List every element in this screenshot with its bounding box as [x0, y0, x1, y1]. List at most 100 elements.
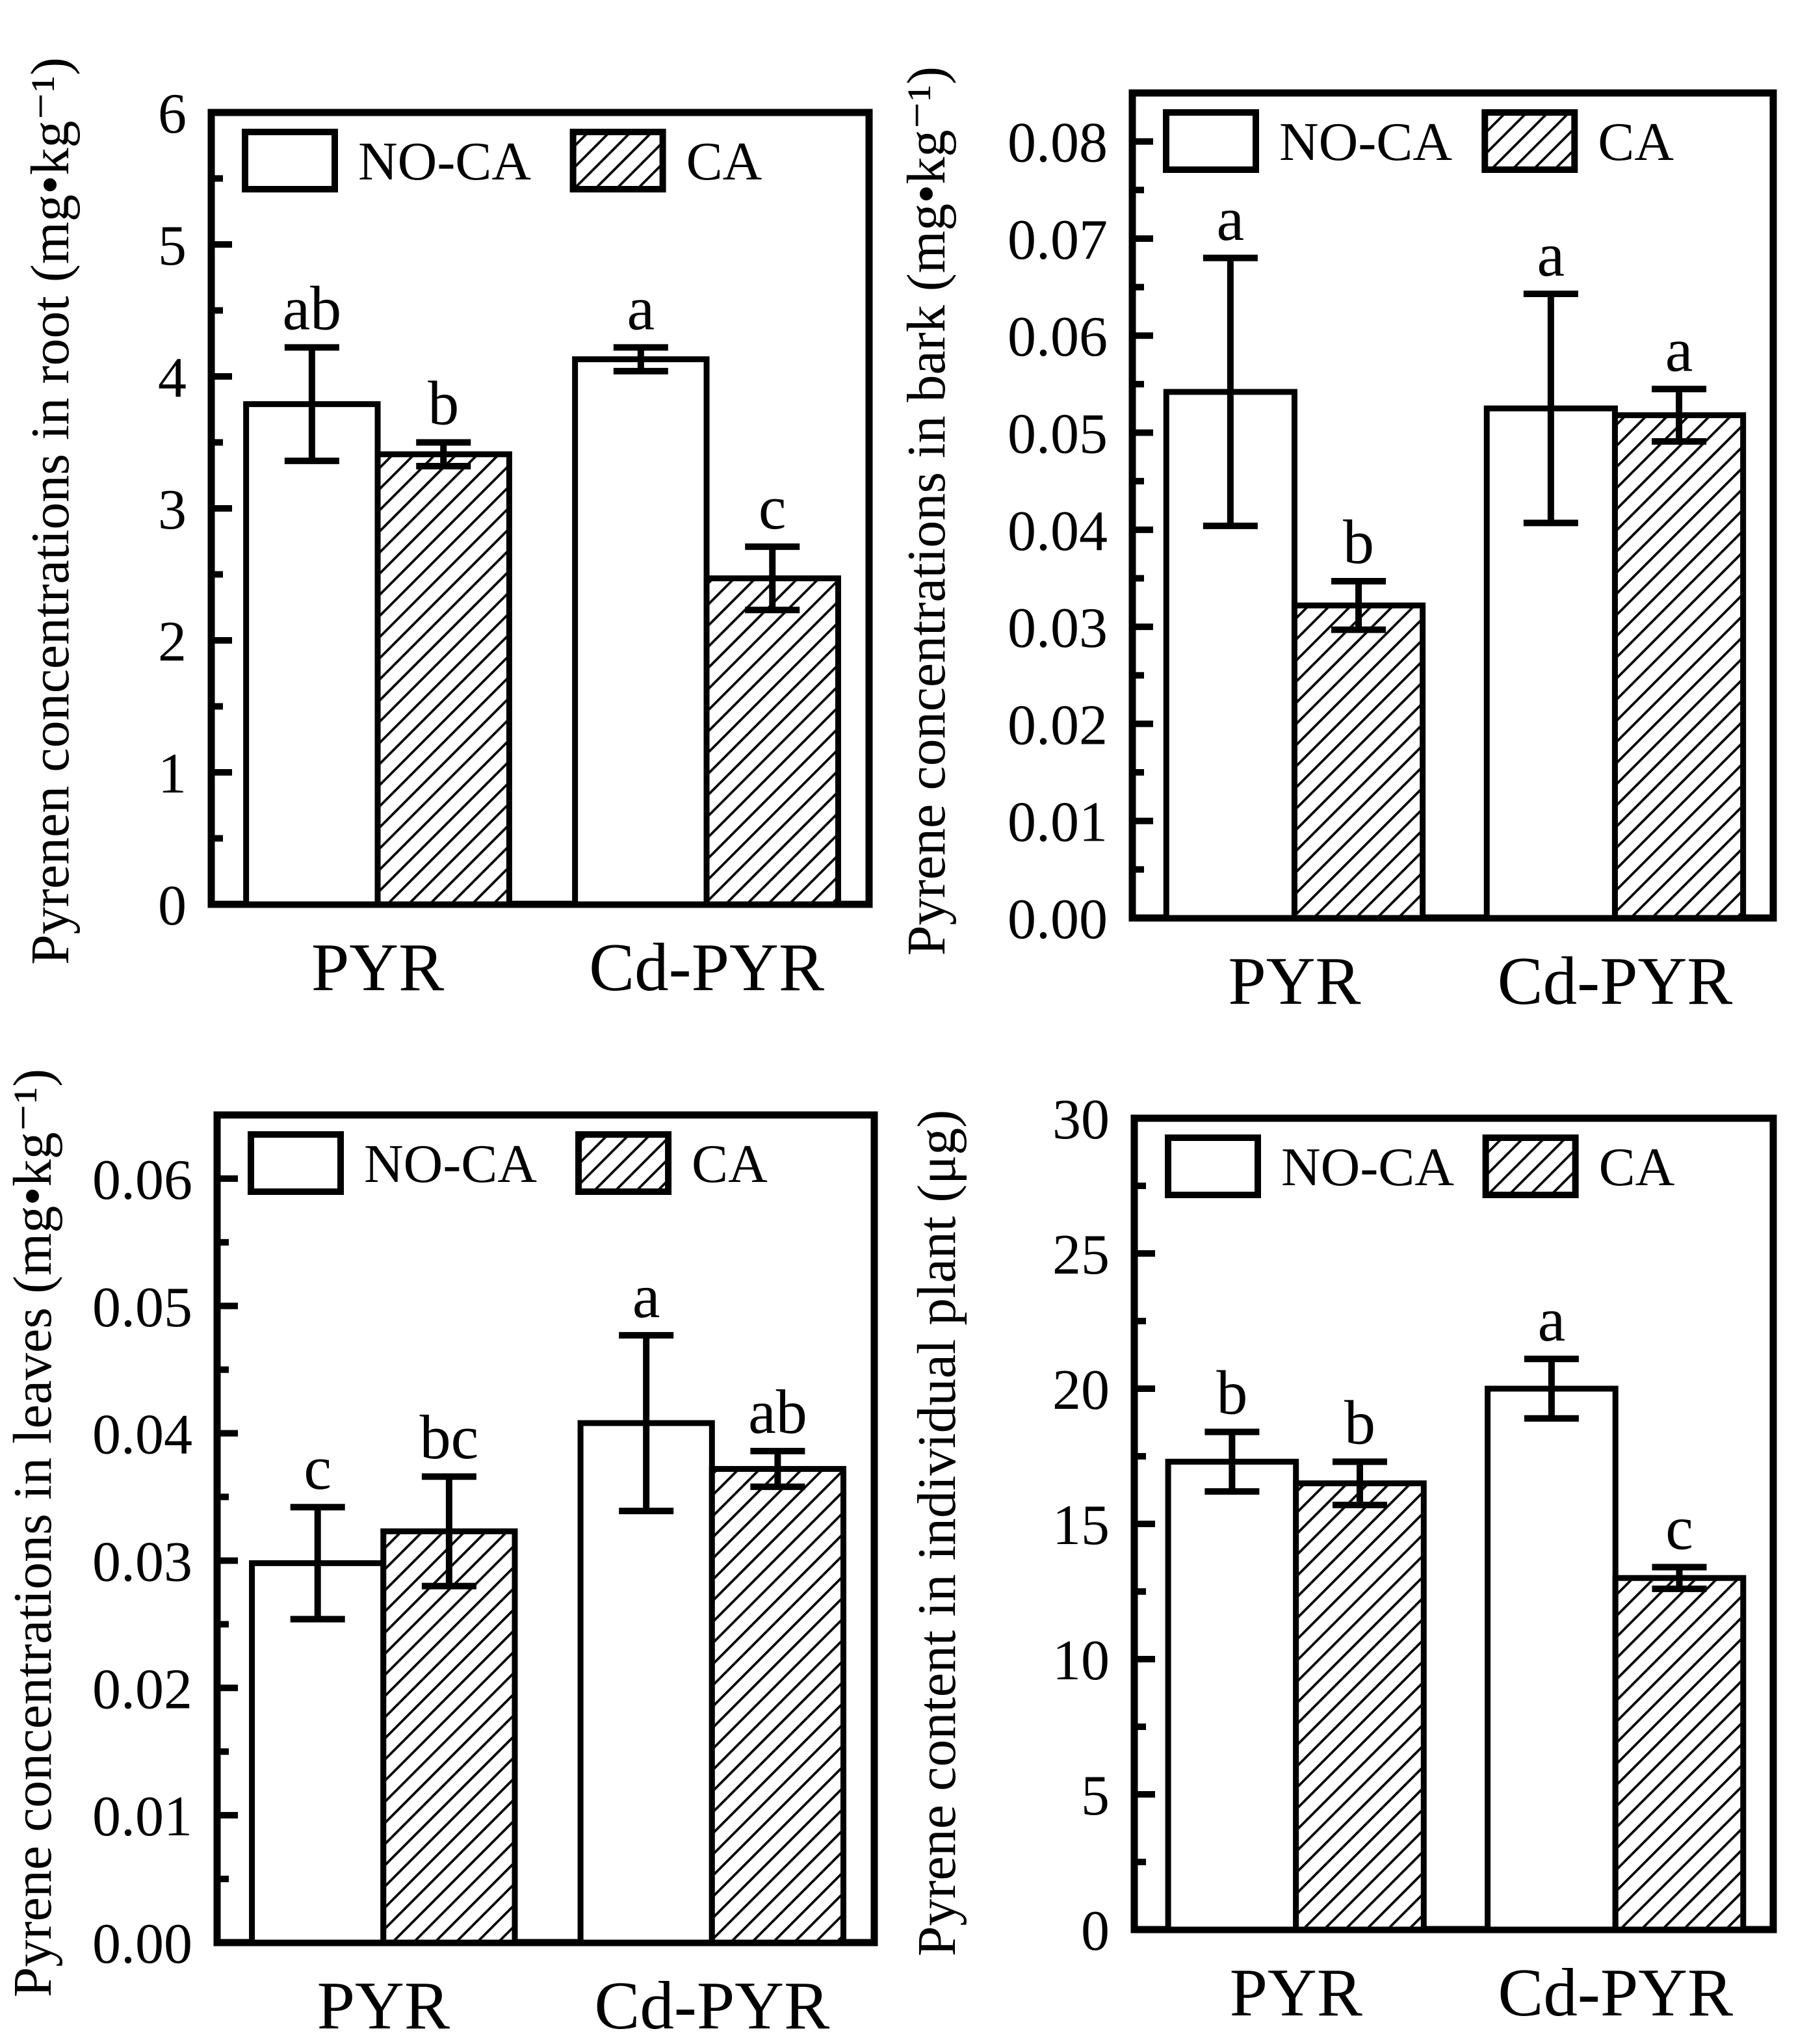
sig-letter-no-ca-cd-pyr: a — [1538, 1285, 1566, 1354]
y-tick-label: 4 — [158, 347, 187, 410]
chart-pyrene-leaves: 0.00 0.01 0.02 0.03 0.04 0.05 0.06 c bc PYR a ab Cd-… — [3, 1069, 878, 2043]
sig-letter-no-ca-pyr: c — [304, 1433, 332, 1502]
y-tick-label: 30 — [1052, 1088, 1110, 1151]
sig-letter-no-ca-cd-pyr: a — [1537, 220, 1565, 289]
x-category-label: PYR — [311, 929, 444, 1005]
x-category-label: PYR — [1230, 1954, 1362, 2030]
sig-letter-ca-pyr: b — [428, 369, 459, 438]
y-axis-title: Pyrene content in individual plant (μg) — [907, 1110, 967, 1956]
legend-swatch-no-ca — [242, 129, 338, 192]
sig-letter-ca-cd-pyr: c — [1665, 1493, 1693, 1563]
panel-pyrene-leaves: 0.00 0.01 0.02 0.03 0.04 0.05 0.06 c bc PYR a ab Cd-… — [0, 1022, 898, 2044]
y-tick-label: 0.00 — [1008, 888, 1108, 951]
bar-ca-pyr — [380, 1528, 518, 1946]
bar-ca-cd-pyr — [709, 1465, 846, 1946]
y-tick-label: 0 — [1081, 1900, 1110, 1963]
bar-ca-cd-pyr — [703, 575, 841, 908]
panel-pyrene-bark: 0.00 0.01 0.02 0.03 0.04 0.05 0.06 0.07 0.08 a b PY… — [898, 0, 1795, 1022]
legend-swatch-no-ca — [1165, 1134, 1261, 1198]
panel-pyrene-root: 0 1 2 3 4 5 6 ab b PYR a c Cd-PYR Pyrenen concentrati… — [0, 0, 898, 1022]
legend-swatch-ca — [575, 1131, 672, 1195]
y-tick-label: 0.05 — [1008, 403, 1108, 466]
legend-swatch-ca — [1482, 1134, 1579, 1198]
y-tick-label: 0.07 — [1008, 209, 1108, 272]
y-tick-label: 6 — [158, 83, 187, 146]
bar-ca-cd-pyr — [1611, 412, 1747, 921]
y-axis-title: Pyrene concentrations in leaves (mg•kg⁻¹… — [3, 1069, 63, 1998]
chart-pyrene-individual-plant: 0 5 10 15 20 25 30 b b PYR a c Cd-PYR Pyrene content … — [907, 1088, 1777, 2030]
sig-letter-no-ca-pyr: b — [1216, 1358, 1247, 1428]
y-tick-label: 0.04 — [1008, 500, 1108, 563]
panel-pyrene-individual-plant: 0 5 10 15 20 25 30 b b PYR a c Cd-PYR Pyrene content … — [898, 1022, 1795, 2044]
y-tick-label: 20 — [1052, 1359, 1110, 1422]
x-category-label: Cd-PYR — [594, 1967, 829, 2043]
bar-no-ca-cd-pyr — [572, 356, 710, 908]
x-category-label: PYR — [317, 1967, 450, 2043]
sig-letter-no-ca-cd-pyr: a — [627, 273, 655, 343]
legend-label-ca: CA — [686, 131, 762, 192]
y-axis-title: Pyrene concentrations in bark (mg•kg⁻¹) — [898, 66, 957, 956]
bar-ca-pyr — [1293, 1480, 1427, 1933]
bar-no-ca-pyr — [243, 401, 381, 908]
legend-swatch-no-ca — [1163, 109, 1259, 173]
legend-label-no-ca: NO-CA — [364, 1134, 537, 1194]
chart-pyrene-root: 0 1 2 3 4 5 6 ab b PYR a c Cd-PYR Pyrenen concentrati… — [20, 57, 873, 1005]
sig-letter-no-ca-pyr: a — [1217, 184, 1245, 254]
y-axis-title: Pyrenen concentrations in root (mg•kg⁻¹) — [20, 57, 81, 965]
y-tick-label: 15 — [1052, 1494, 1110, 1557]
y-tick-label: 0.02 — [92, 1658, 192, 1721]
y-tick-label: 2 — [158, 610, 187, 674]
sig-letter-ca-cd-pyr: ab — [748, 1377, 807, 1447]
sig-letter-ca-pyr: bc — [420, 1402, 479, 1472]
y-tick-label: 1 — [158, 742, 187, 806]
legend-label-ca: CA — [1599, 1137, 1675, 1198]
sig-letter-ca-pyr: b — [1344, 1387, 1375, 1457]
plot-frame — [207, 109, 873, 908]
y-tick-label: 3 — [158, 478, 187, 542]
x-category-label: PYR — [1228, 943, 1360, 1019]
y-tick-label: 0.00 — [92, 1913, 192, 1976]
y-tick-label: 0.05 — [92, 1276, 192, 1339]
sig-letter-ca-cd-pyr: c — [759, 473, 787, 542]
plot-frame — [213, 1111, 878, 1946]
legend-label-no-ca: NO-CA — [1281, 1137, 1454, 1198]
y-tick-label: 0.04 — [92, 1404, 192, 1467]
y-tick-label: 0.01 — [92, 1785, 192, 1848]
bar-no-ca-pyr — [1165, 1458, 1299, 1933]
plot-frame — [1130, 1114, 1777, 1933]
legend-label-ca: CA — [1598, 112, 1674, 172]
chart-pyrene-bark: 0.00 0.01 0.02 0.03 0.04 0.05 0.06 0.07 0.08 a b PY… — [898, 66, 1777, 1019]
y-tick-label: 5 — [158, 215, 187, 278]
bar-ca-pyr — [374, 451, 512, 908]
sig-letter-ca-pyr: b — [1343, 507, 1374, 577]
y-tick-label: 5 — [1081, 1764, 1110, 1828]
legend-label-no-ca: NO-CA — [358, 131, 531, 192]
bar-ca-cd-pyr — [1612, 1575, 1747, 1933]
sig-letter-ca-cd-pyr: a — [1665, 315, 1693, 384]
y-tick-label: 0.03 — [92, 1530, 192, 1593]
y-tick-label: 0.02 — [1008, 694, 1108, 757]
y-tick-label: 0.06 — [1008, 306, 1108, 369]
bar-no-ca-cd-pyr — [1485, 1385, 1619, 1933]
sig-letter-no-ca-pyr: ab — [283, 273, 342, 343]
y-tick-label: 0.08 — [1008, 112, 1108, 175]
x-category-label: Cd-PYR — [1498, 943, 1733, 1019]
y-tick-label: 0.06 — [92, 1149, 192, 1212]
y-tick-label: 0.03 — [1008, 597, 1108, 660]
legend-label-ca: CA — [692, 1134, 768, 1194]
sig-letter-no-ca-cd-pyr: a — [632, 1261, 660, 1331]
plot-frame — [1128, 89, 1777, 922]
y-tick-label: 25 — [1052, 1224, 1110, 1287]
x-category-label: Cd-PYR — [1498, 1954, 1733, 2030]
x-category-label: Cd-PYR — [589, 929, 824, 1005]
legend-swatch-ca — [1481, 109, 1578, 173]
legend-swatch-ca — [569, 129, 666, 192]
y-tick-label: 0 — [158, 874, 187, 937]
legend-swatch-no-ca — [248, 1131, 344, 1195]
y-tick-label: 10 — [1052, 1629, 1110, 1692]
y-tick-label: 0.01 — [1008, 791, 1108, 854]
bar-ca-pyr — [1291, 602, 1426, 921]
bar-no-ca-cd-pyr — [1483, 405, 1618, 921]
legend-label-no-ca: NO-CA — [1279, 112, 1452, 172]
